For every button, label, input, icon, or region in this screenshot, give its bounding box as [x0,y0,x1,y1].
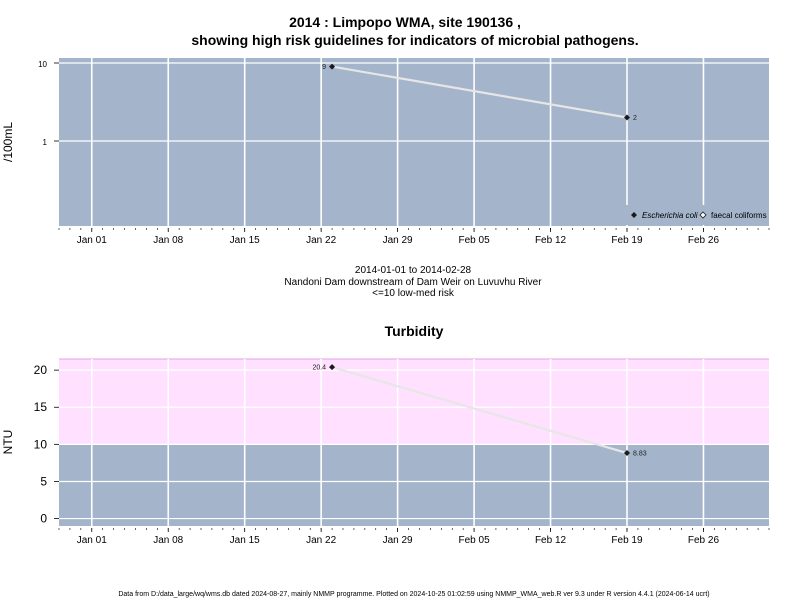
data-point-label: 8.83 [633,451,647,458]
x-tick-label: Feb 26 [688,535,720,546]
x-tick-label: Jan 22 [306,535,336,546]
legend-faecal-marker-icon [699,211,707,219]
chart1-marks: 92 [322,63,637,122]
x-tick-label: Jan 15 [230,535,260,546]
x-tick-label: Feb 19 [611,235,643,246]
chart1-ylabel: /100mL [1,122,15,162]
x-tick-label: Jan 15 [230,235,260,246]
x-tick-label: Feb 05 [459,235,491,246]
footer-note: Data from D:/data_large/wq/wms.db dated … [118,591,709,598]
legend-box [622,205,768,225]
y-tick-label: 15 [34,400,48,414]
data-point-label: 2 [633,115,637,122]
x-tick-label: Feb 19 [611,535,643,546]
x-tick-label: Jan 29 [383,235,413,246]
chart1-legend: Escherichia coli faecal coliforms [622,205,768,225]
series-line [331,65,628,119]
y-tick-label: 1 [43,138,48,147]
note-site-description: Nandoni Dam downstream of Dam Weir on Lu… [284,277,542,288]
x-tick-label: Jan 01 [77,235,107,246]
x-tick-label: Feb 26 [688,235,720,246]
note-risk-guideline: <=10 low-med risk [372,288,455,299]
chart2-panel: Jan 01 Jan 08 Jan 15 Jan 22 Jan 29 Feb 05 Feb … [34,358,770,546]
y-tick-label: 5 [40,474,47,488]
chart2-axes: Jan 01 Jan 08 Jan 15 Jan 22 Jan 29 Feb 05 Feb … [34,363,770,546]
chart2-guideline-band [59,359,769,445]
chart2-grid [59,358,769,526]
y-tick-label: 20 [34,363,48,377]
chart1-title: 2014 : Limpopo WMA, site 190136 , [289,14,521,30]
data-point-marker [329,364,336,371]
data-point-marker [329,63,336,70]
chart2-title: Turbidity [385,323,444,339]
x-tick-label: Jan 08 [153,235,183,246]
y-tick-label: 10 [34,437,48,451]
data-point-marker [624,450,630,457]
data-point-label: 9 [322,64,326,71]
legend-ecoli-label: Escherichia coli [642,211,698,220]
x-tick-label: Jan 22 [306,235,336,246]
legend-faecal-label: faecal coliforms [711,211,767,220]
chart2-ylabel: NTU [1,430,15,455]
y-tick-label: 10 [38,60,47,69]
chart1-subtitle: showing high risk guidelines for indicat… [191,32,638,48]
x-tick-label: Jan 08 [153,535,183,546]
data-point-label: 20.4 [312,365,326,372]
legend-ecoli-marker-icon [631,212,637,218]
chart1-plot-area [59,58,769,226]
series-line [331,366,628,455]
x-tick-label: Feb 12 [535,535,567,546]
x-tick-label: Jan 01 [77,535,107,546]
y-tick-label: 0 [40,512,47,526]
chart1-axes: Jan 01 Jan 08 Jan 15 Jan 22 Jan 29 Feb 05 Feb … [38,60,770,246]
x-tick-label: Feb 12 [535,235,567,246]
data-point-marker [624,114,630,121]
chart1-grid [59,58,769,226]
note-date-range: 2014-01-01 to 2014-02-28 [355,265,472,276]
x-tick-label: Jan 29 [383,535,413,546]
chart1-panel: Jan 01 Jan 08 Jan 15 Jan 22 Jan 29 Feb 05 Feb … [38,58,770,246]
x-tick-label: Feb 05 [459,535,491,546]
chart2-marks: 20.4 8.83 [312,364,647,458]
